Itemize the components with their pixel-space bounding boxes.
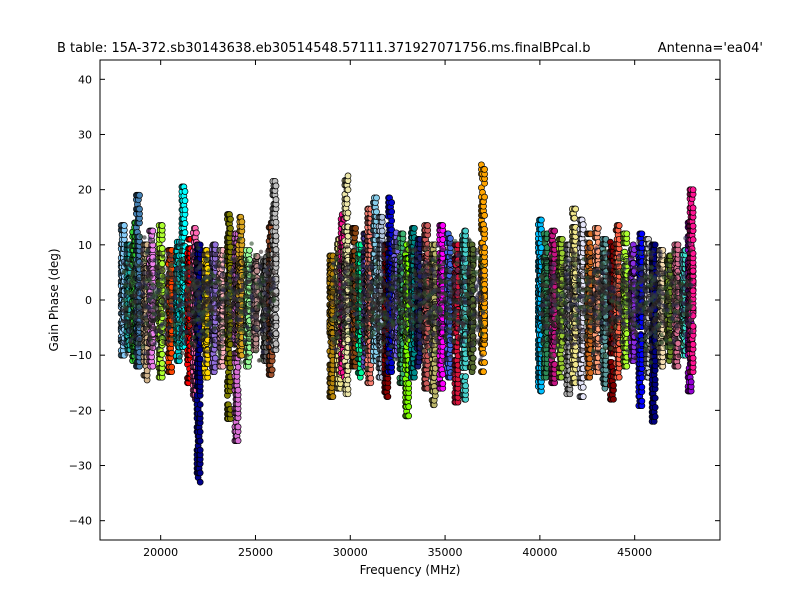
data-point xyxy=(272,196,280,203)
data-point xyxy=(158,260,166,268)
data-point xyxy=(343,195,351,203)
data-point xyxy=(329,393,337,400)
data-point xyxy=(388,199,396,206)
data-point xyxy=(272,340,280,348)
data-point xyxy=(268,366,276,374)
data-point xyxy=(272,330,280,337)
data-point xyxy=(373,194,380,202)
data-point xyxy=(378,227,386,235)
data-point xyxy=(384,393,392,400)
data-point xyxy=(204,369,212,377)
data-point xyxy=(378,213,386,221)
data-point xyxy=(181,229,189,236)
data-point xyxy=(234,386,242,394)
data-point xyxy=(234,437,242,445)
data-point xyxy=(388,208,396,216)
data-point xyxy=(149,362,157,370)
data-point xyxy=(196,401,204,408)
data-point xyxy=(388,217,396,225)
phase-traces xyxy=(117,161,697,486)
data-point xyxy=(168,363,176,371)
data-point xyxy=(352,224,359,232)
data-point xyxy=(272,232,280,240)
data-point xyxy=(246,246,253,254)
data-point xyxy=(196,469,204,477)
data-point xyxy=(181,220,189,227)
data-point xyxy=(227,215,234,223)
data-point xyxy=(196,355,204,363)
data-point xyxy=(344,385,352,393)
data-point xyxy=(158,222,166,229)
antenna-label: Antenna='ea04' xyxy=(658,41,763,56)
data-point xyxy=(196,428,204,436)
data-point xyxy=(181,188,189,195)
data-point xyxy=(181,206,189,214)
data-point xyxy=(120,222,128,229)
data-point xyxy=(211,241,219,249)
data-point xyxy=(227,225,234,232)
data-point xyxy=(272,218,280,226)
data-point xyxy=(344,376,352,384)
data-point xyxy=(238,218,246,226)
data-point xyxy=(196,437,204,445)
data-point xyxy=(272,182,280,190)
data-point xyxy=(272,246,280,253)
data-point xyxy=(196,410,204,417)
data-point xyxy=(253,267,261,275)
data-point xyxy=(357,369,365,377)
data-point xyxy=(344,186,352,194)
data-points xyxy=(117,161,697,486)
data-point xyxy=(234,363,242,371)
data-point xyxy=(158,360,166,367)
data-point xyxy=(344,172,352,180)
data-point xyxy=(149,227,157,235)
data-point xyxy=(196,478,204,486)
data-point xyxy=(234,423,242,431)
data-point xyxy=(193,229,200,237)
data-point xyxy=(344,209,352,217)
data-point xyxy=(158,350,166,358)
data-point xyxy=(196,446,204,454)
data-point xyxy=(136,191,143,199)
data-point xyxy=(181,197,189,204)
data-point xyxy=(367,374,375,382)
data-point xyxy=(136,205,143,213)
chart-title: B table: 15A-372.sb30143638.eb30514548.5… xyxy=(57,41,590,56)
data-point xyxy=(158,245,166,252)
